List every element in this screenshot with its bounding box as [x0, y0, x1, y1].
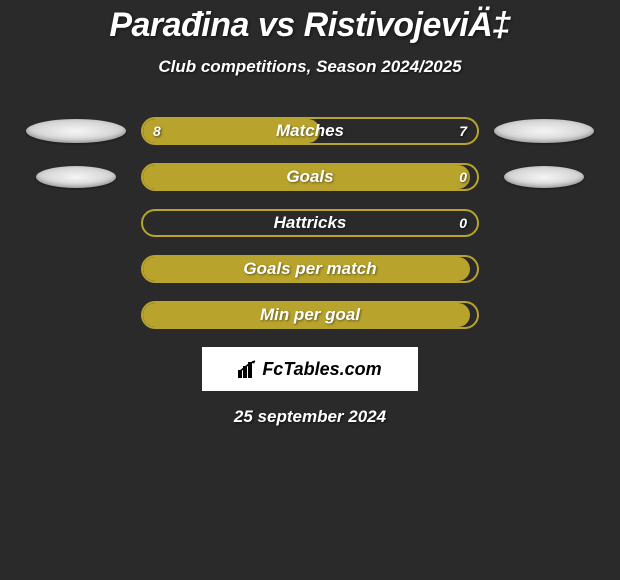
bar-matches: 8 Matches 7: [141, 117, 479, 145]
row-hattricks: Hattricks 0: [0, 209, 620, 237]
logo-box: FcTables.com: [202, 347, 418, 391]
bar-label-goals: Goals: [143, 165, 477, 189]
left-badge-matches: [26, 119, 126, 143]
page-title: Parađina vs RistivojeviÄ‡: [0, 0, 620, 45]
bar-label-gpm: Goals per match: [143, 257, 477, 281]
bar-label-hattricks: Hattricks: [143, 211, 477, 235]
bar-gpm: Goals per match: [141, 255, 479, 283]
row-min-per-goal: Min per goal: [0, 301, 620, 329]
bar-goals: Goals 0: [141, 163, 479, 191]
right-badge-matches: [494, 119, 594, 143]
comparison-rows: 8 Matches 7 Goals 0 Hattricks: [0, 117, 620, 329]
bar-right-matches: 7: [459, 119, 467, 143]
date-text: 25 september 2024: [0, 407, 620, 427]
bar-label-matches: Matches: [143, 119, 477, 143]
bar-hattricks: Hattricks 0: [141, 209, 479, 237]
row-goals-per-match: Goals per match: [0, 255, 620, 283]
page-subtitle: Club competitions, Season 2024/2025: [0, 57, 620, 77]
row-matches: 8 Matches 7: [0, 117, 620, 145]
row-goals: Goals 0: [0, 163, 620, 191]
bar-mpg: Min per goal: [141, 301, 479, 329]
logo: FcTables.com: [238, 359, 381, 380]
right-badge-goals: [504, 166, 584, 188]
bar-right-hattricks: 0: [459, 211, 467, 235]
bar-right-goals: 0: [459, 165, 467, 189]
logo-bars-icon: [238, 360, 258, 378]
logo-text: FcTables.com: [262, 359, 381, 380]
bar-label-mpg: Min per goal: [143, 303, 477, 327]
left-badge-goals: [36, 166, 116, 188]
